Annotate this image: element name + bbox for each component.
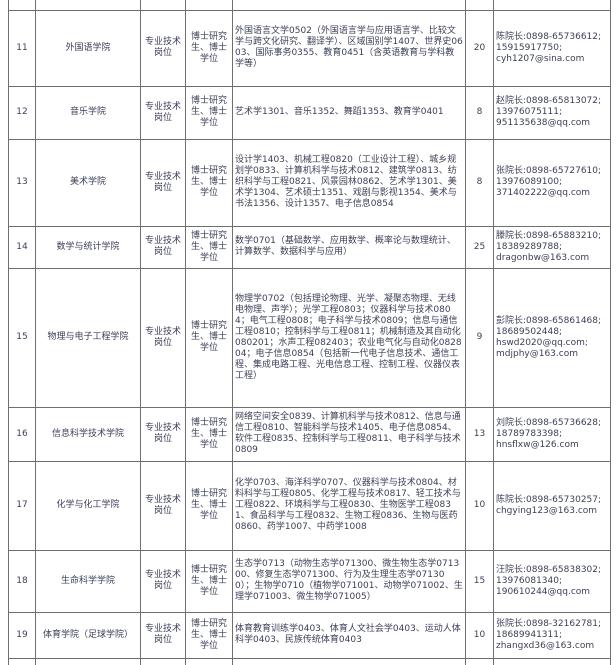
- count-cell: 25: [465, 225, 494, 269]
- count-cell: 20: [465, 9, 494, 87]
- position-cell: 专业技术岗位: [140, 225, 186, 269]
- majors-cell: 体育教育训练学0403、体育人文社会学0403、运动人体科学0403、民族传统体…: [232, 611, 466, 659]
- row-number-cell: 16: [8, 406, 36, 462]
- empty-cell: [232, 657, 466, 665]
- contact-cell: 汪院长:0898-65838302; 13976081340; 19061024…: [493, 549, 611, 613]
- position-cell: 专业技术岗位: [140, 138, 186, 227]
- college-cell: 化学与化工学院: [35, 460, 141, 551]
- majors-cell: 数学0701（基础数学、应用数学、概率论与数理统计、计算数学、数据科学与应用）: [232, 225, 466, 269]
- count-cell: 10: [465, 460, 494, 551]
- degree-cell: 博士研究生、博士学位: [185, 138, 233, 227]
- row-number-cell: 15: [8, 267, 36, 408]
- table-bottom-partial: [8, 657, 611, 665]
- empty-cell: [185, 657, 233, 665]
- position-cell: 专业技术岗位: [140, 85, 186, 140]
- table-body: 11 外国语学院 专业技术岗位 博士研究生、博士学位 外国语言文学0502（外国语言学与…: [8, 9, 611, 659]
- degree-cell: 博士研究生、博士学位: [185, 611, 233, 659]
- degree-cell: 博士研究生、博士学位: [185, 85, 233, 140]
- count-cell: 8: [465, 85, 494, 140]
- empty-cell: [465, 0, 494, 11]
- position-cell: 专业技术岗位: [140, 406, 186, 462]
- table-row: 16 信息科学技术学院 专业技术岗位 博士研究生、博士学位 网络空间安全0839、计算机…: [8, 406, 611, 462]
- college-cell: 数学与统计学院: [35, 225, 141, 269]
- table-row: 18 生命科学学院 专业技术岗位 博士研究生、博士学位 生态学0713（动物生态学071…: [8, 549, 611, 613]
- majors-cell: 艺术学1301、音乐1352、舞蹈1353、教育学0401: [232, 85, 466, 140]
- partial-row-top: [8, 0, 611, 11]
- contact-cell: 滕院长:0898-65883210; 18389289788; dragonbw…: [493, 225, 611, 269]
- position-cell: 专业技术岗位: [140, 549, 186, 613]
- empty-cell: [35, 657, 141, 665]
- college-cell: 体育学院（足球学院）: [35, 611, 141, 659]
- majors-cell: 生态学0713（动物生态学071300、微生物生态学071300、修复生态学07…: [232, 549, 466, 613]
- degree-cell: 博士研究生、博士学位: [185, 267, 233, 408]
- degree-cell: 博士研究生、博士学位: [185, 406, 233, 462]
- majors-cell: 网络空间安全0839、计算机科学与技术0812、信息与通信工程0810、智能科学…: [232, 406, 466, 462]
- empty-cell: [493, 657, 611, 665]
- majors-cell: 设计学1403、机械工程0820（工业设计工程）、城乡规划学0833、计算机科学…: [232, 138, 466, 227]
- table-row: 17 化学与化工学院 专业技术岗位 博士研究生、博士学位 化学0703、海洋科学0707…: [8, 460, 611, 551]
- majors-cell: 物理学0702（包括理论物理、光学、凝聚态物理、无线电物理、声学）；光学工程08…: [232, 267, 466, 408]
- table-row: 11 外国语学院 专业技术岗位 博士研究生、博士学位 外国语言文学0502（外国语言学与…: [8, 9, 611, 87]
- majors-cell: 化学0703、海洋科学0707、仪器科学与技术0804、材料科学与工程0805、…: [232, 460, 466, 551]
- position-cell: 专业技术岗位: [140, 267, 186, 408]
- college-cell: 物理与电子工程学院: [35, 267, 141, 408]
- position-cell: 专业技术岗位: [140, 9, 186, 87]
- row-number-cell: 13: [8, 138, 36, 227]
- count-cell: 10: [465, 611, 494, 659]
- college-cell: 外国语学院: [35, 9, 141, 87]
- position-cell: 专业技术岗位: [140, 460, 186, 551]
- row-number-cell: 12: [8, 85, 36, 140]
- empty-cell: [140, 657, 186, 665]
- empty-cell: [8, 0, 36, 11]
- degree-cell: 博士研究生、博士学位: [185, 225, 233, 269]
- contact-cell: 刘院长:0898-65736628; 18789783398; hnsflxw@…: [493, 406, 611, 462]
- empty-cell: [493, 0, 611, 11]
- row-number-cell: 18: [8, 549, 36, 613]
- table-row: 13 美术学院 专业技术岗位 博士研究生、博士学位 设计学1403、机械工程0820（工…: [8, 138, 611, 227]
- college-cell: 美术学院: [35, 138, 141, 227]
- empty-cell: [465, 657, 494, 665]
- degree-cell: 博士研究生、博士学位: [185, 9, 233, 87]
- contact-cell: 陈院长:0898-65730257; chgying123@163.com: [493, 460, 611, 551]
- count-cell: 8: [465, 138, 494, 227]
- contact-cell: 陈院长:0898-65736612; 15915917750; cyh1207@…: [493, 9, 611, 87]
- empty-cell: [185, 0, 233, 11]
- degree-cell: 博士研究生、博士学位: [185, 549, 233, 613]
- row-number-cell: 14: [8, 225, 36, 269]
- table-row: 14 数学与统计学院 专业技术岗位 博士研究生、博士学位 数学0701（基础数学、应用数…: [8, 225, 611, 269]
- empty-cell: [232, 0, 466, 11]
- contact-cell: 张院长:0898-65727610; 13976089100; 37140222…: [493, 138, 611, 227]
- partial-row-bottom: [8, 657, 611, 665]
- position-cell: 专业技术岗位: [140, 611, 186, 659]
- degree-cell: 博士研究生、博士学位: [185, 460, 233, 551]
- college-cell: 生命科学学院: [35, 549, 141, 613]
- college-cell: 信息科学技术学院: [35, 406, 141, 462]
- majors-cell: 外国语言文学0502（外国语言学与应用语言学、比较文学与跨文化研究、翻译学）、区…: [232, 9, 466, 87]
- table-top-partial: [8, 0, 611, 11]
- count-cell: 9: [465, 267, 494, 408]
- contact-cell: 张院长:0898-32162781; 18689941311; zhangxd3…: [493, 611, 611, 659]
- empty-cell: [8, 657, 36, 665]
- count-cell: 13: [465, 406, 494, 462]
- row-number-cell: 19: [8, 611, 36, 659]
- table-row: 12 音乐学院 专业技术岗位 博士研究生、博士学位 艺术学1301、音乐1352、舞蹈1…: [8, 85, 611, 140]
- recruitment-table: 11 外国语学院 专业技术岗位 博士研究生、博士学位 外国语言文学0502（外国语言学与…: [8, 0, 611, 665]
- empty-cell: [140, 0, 186, 11]
- row-number-cell: 11: [8, 9, 36, 87]
- contact-cell: 彭院长:0898-65861468; 18689502448; hswd2020…: [493, 267, 611, 408]
- contact-cell: 赵院长:0898-65813072; 13976075111; 95113563…: [493, 85, 611, 140]
- empty-cell: [35, 0, 141, 11]
- table-row: 15 物理与电子工程学院 专业技术岗位 博士研究生、博士学位 物理学0702（包括理论物…: [8, 267, 611, 408]
- row-number-cell: 17: [8, 460, 36, 551]
- table-row: 19 体育学院（足球学院） 专业技术岗位 博士研究生、博士学位 体育教育训练学0403、…: [8, 611, 611, 659]
- college-cell: 音乐学院: [35, 85, 141, 140]
- count-cell: 15: [465, 549, 494, 613]
